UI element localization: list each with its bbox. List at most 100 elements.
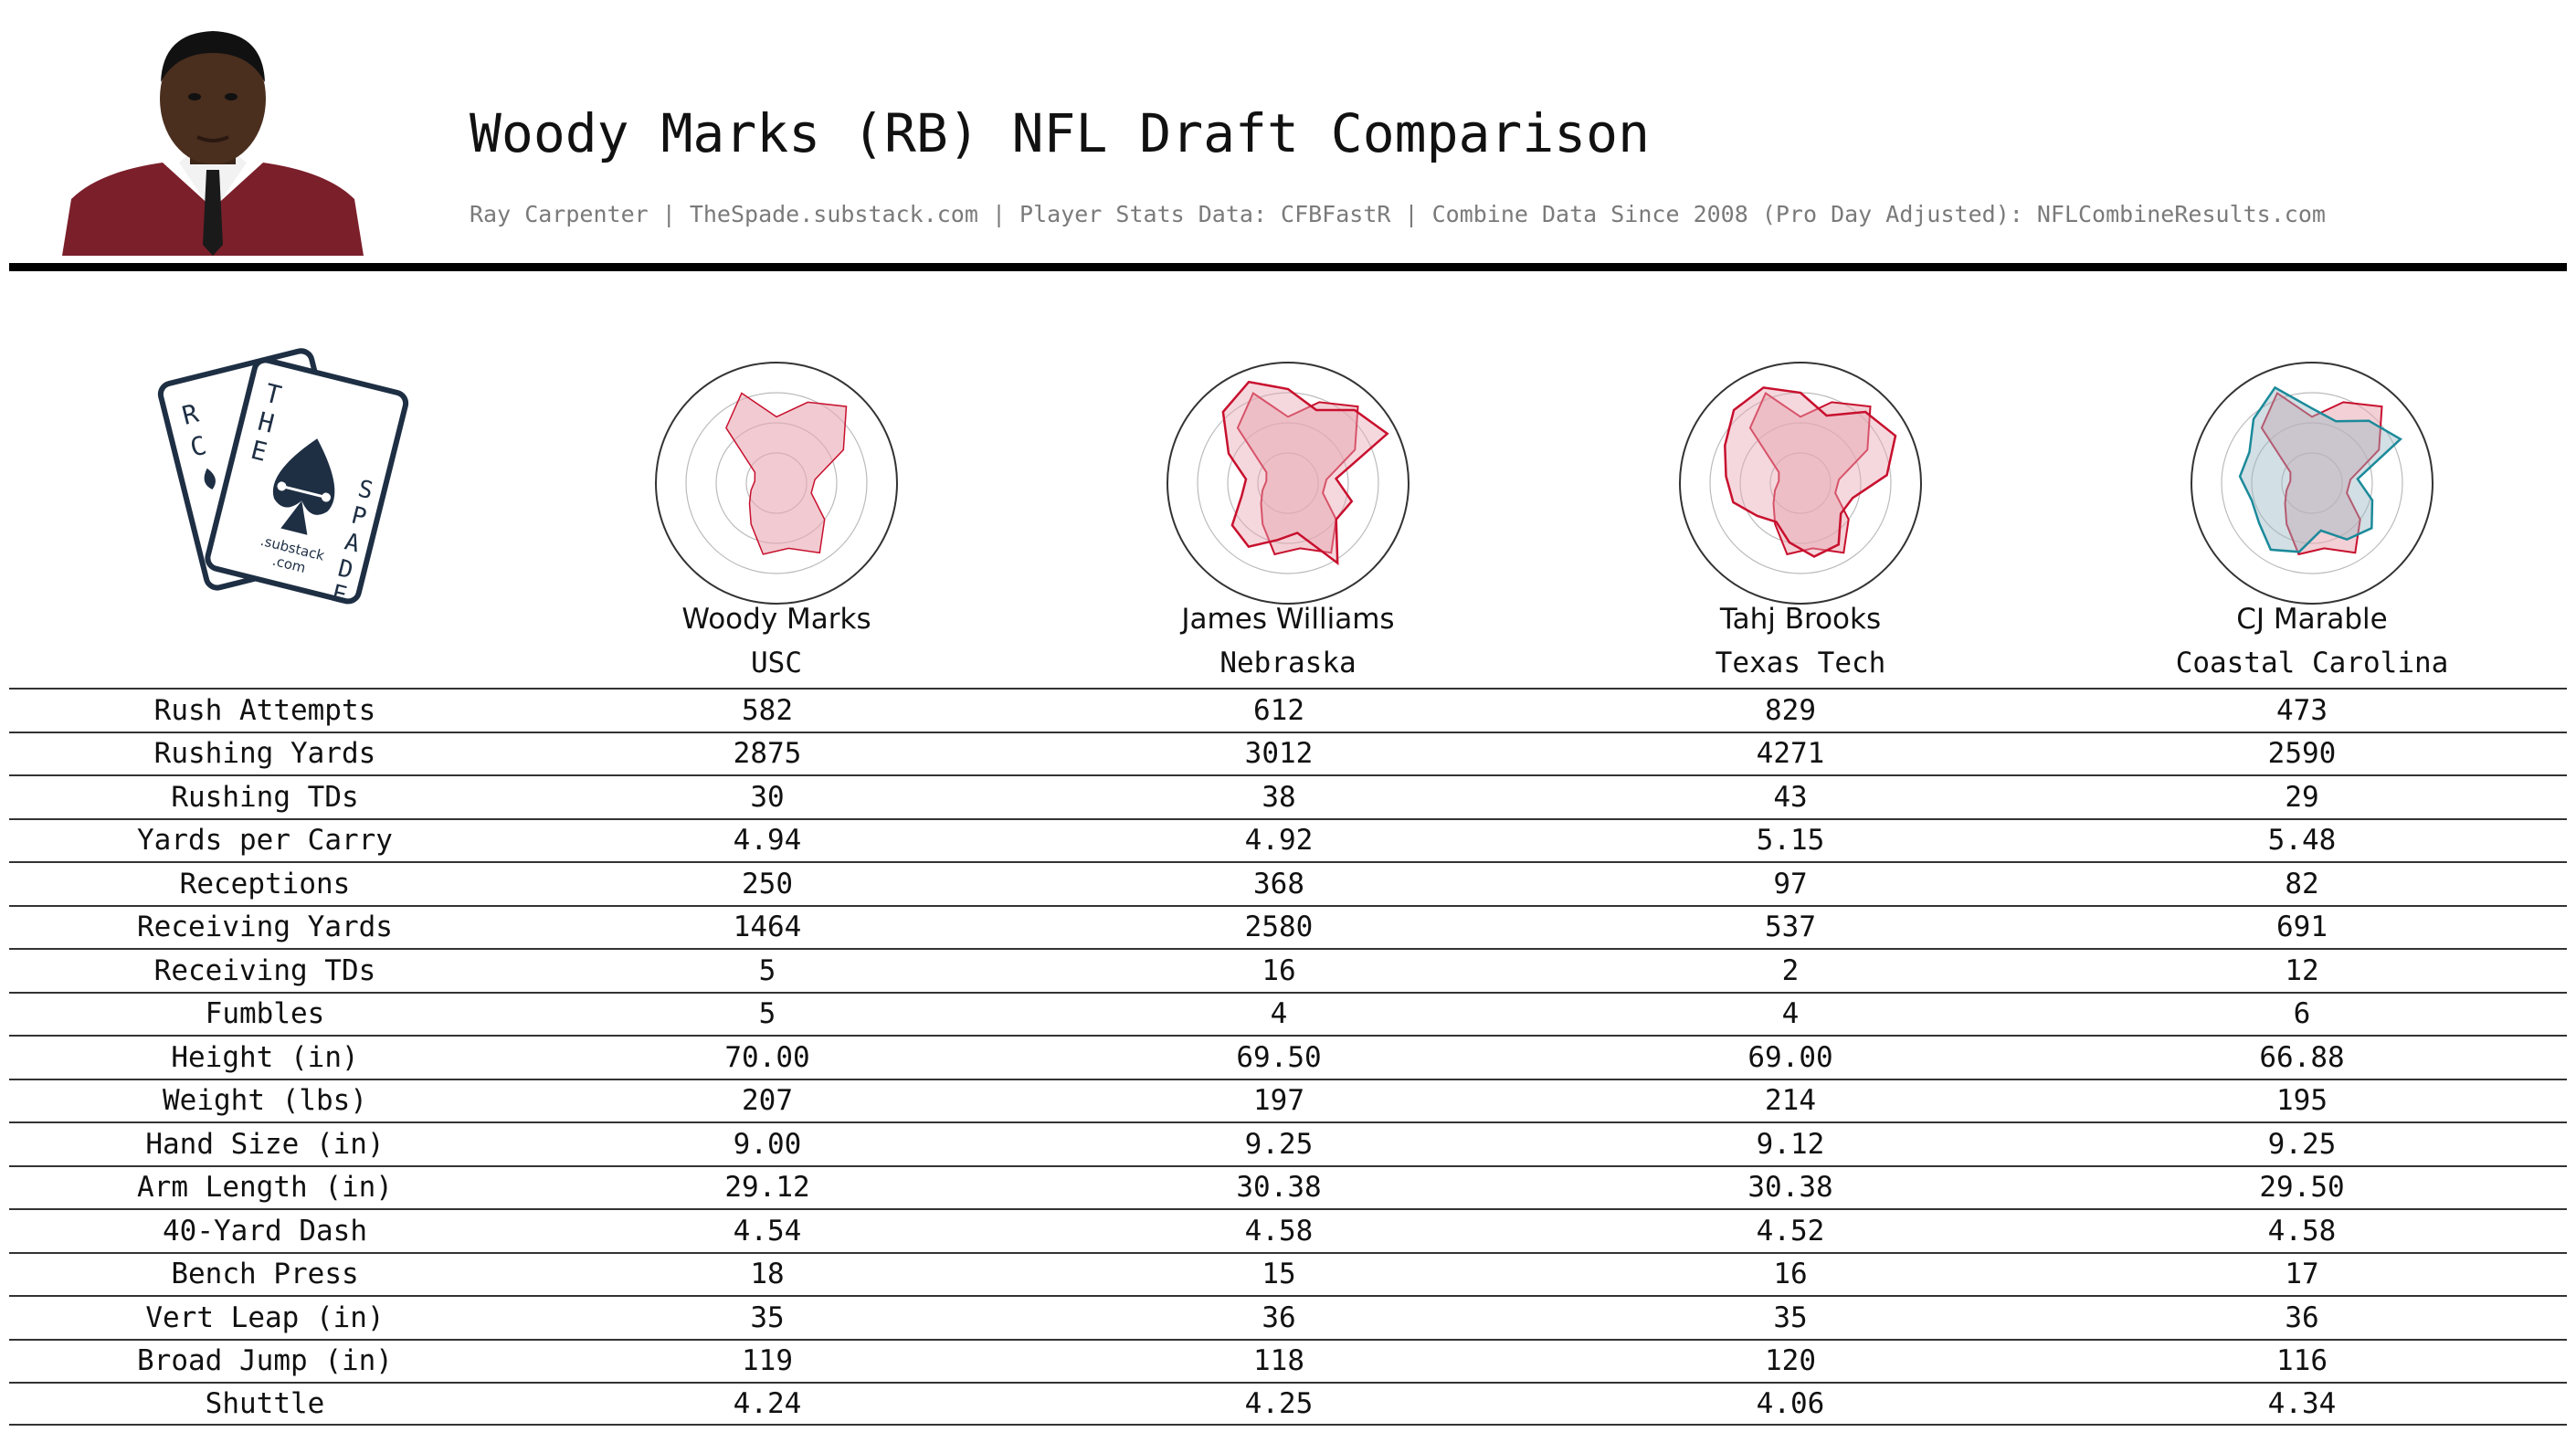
player-school: USC	[751, 647, 802, 679]
table-row: 40-Yard Dash 4.54 4.58 4.52 4.58	[9, 1208, 2567, 1252]
table-cell: 250	[742, 867, 793, 900]
radar-series-comparison	[1221, 380, 1389, 566]
row-label: 40-Yard Dash	[163, 1214, 367, 1248]
table-cell: 69.50	[1236, 1040, 1322, 1074]
table-cell: 3012	[1244, 737, 1314, 771]
table-cell: 82	[2285, 867, 2319, 900]
table-cell: 18	[750, 1258, 785, 1291]
row-label: Broad Jump (in)	[137, 1344, 393, 1378]
player-school: Coastal Carolina	[2175, 647, 2449, 679]
table-cell: 5	[758, 953, 776, 987]
player-name: Tahj Brooks	[1719, 603, 1882, 636]
table-cell: 16	[1262, 953, 1296, 987]
row-label: Shuttle	[205, 1386, 325, 1420]
table-cell: 9.00	[733, 1127, 802, 1161]
table-cell: 29	[2285, 780, 2319, 814]
logo-letter: E	[329, 580, 349, 610]
logo-letter: S	[355, 475, 375, 505]
table-cell: 4.58	[1244, 1214, 1314, 1248]
table-cell: 15	[1262, 1258, 1296, 1291]
table-cell: 2875	[733, 737, 802, 771]
table-cell: 368	[1253, 867, 1304, 900]
table-cell: 30.38	[1236, 1171, 1322, 1205]
page-title: Woody Marks (RB) NFL Draft Comparison	[470, 102, 1651, 164]
table-cell: 537	[1765, 911, 1816, 944]
row-label: Arm Length (in)	[137, 1171, 393, 1205]
table-cell: 36	[2285, 1300, 2319, 1334]
table-cell: 214	[1765, 1084, 1816, 1118]
table-row: Height (in) 70.00 69.50 69.00 66.88	[9, 1035, 2567, 1079]
table-cell: 30.38	[1747, 1171, 1833, 1205]
logo-letter: A	[342, 528, 363, 558]
table-cell: 612	[1253, 693, 1304, 727]
table-cell: 5	[758, 997, 776, 1031]
table-row: Rushing TDs 30 38 43 29	[9, 774, 2567, 818]
table-cell: 4271	[1756, 737, 1825, 771]
table-cell: 29.12	[724, 1171, 810, 1205]
table-row: Arm Length (in) 29.12 30.38 30.38 29.50	[9, 1164, 2567, 1209]
row-label: Rushing Yards	[153, 737, 376, 771]
row-label: Yards per Carry	[137, 824, 393, 858]
row-label: Weight (lbs)	[163, 1084, 367, 1118]
table-cell: 207	[742, 1084, 793, 1118]
table-row: Hand Size (in) 9.00 9.25 9.12 9.25	[9, 1121, 2567, 1165]
row-label: Rush Attempts	[153, 693, 376, 727]
radar-series-woody	[1236, 392, 1359, 556]
radar-chart-woody-marks	[655, 362, 898, 605]
table-cell: 4.52	[1756, 1214, 1825, 1248]
table-cell: 29.50	[2259, 1171, 2345, 1205]
table-cell: 12	[2285, 953, 2319, 987]
table-cell: 16	[1773, 1258, 1808, 1291]
table-row: Receiving Yards 1464 2580 537 691	[9, 904, 2567, 949]
table-cell: 43	[1773, 780, 1808, 814]
table-cell: 197	[1253, 1084, 1304, 1118]
row-label: Vert Leap (in)	[145, 1300, 385, 1334]
table-row: Vert Leap (in) 35 36 35 36	[9, 1295, 2567, 1339]
row-label: Receptions	[179, 867, 351, 900]
table-row: Receiving TDs 5 16 2 12	[9, 948, 2567, 992]
table-cell: 9.25	[2267, 1127, 2337, 1161]
radar-grid-ring	[1197, 392, 1379, 574]
radar-series-comparison	[2238, 385, 2402, 553]
table-cell: 5.48	[2267, 824, 2337, 858]
row-label: Receiving TDs	[153, 953, 376, 987]
stats-table: Rush Attempts 582 612 829 473 Rushing Yards 28…	[9, 688, 2567, 1426]
table-cell: 6	[2293, 997, 2311, 1031]
table-cell: 119	[742, 1344, 793, 1378]
table-row: Broad Jump (in) 119 118 120 116	[9, 1338, 2567, 1383]
table-row: Weight (lbs) 207 197 214 195	[9, 1078, 2567, 1122]
radar-series-woody	[725, 392, 848, 555]
table-row: Yards per Carry 4.94 4.92 5.15 5.48	[9, 817, 2567, 862]
table-cell: 4	[1270, 997, 1288, 1031]
table-cell: 9.25	[1244, 1127, 1314, 1161]
header-divider	[9, 263, 2567, 271]
table-cell: 4	[1781, 997, 1800, 1031]
row-label: Hand Size (in)	[145, 1127, 385, 1161]
table-cell: 17	[2285, 1258, 2319, 1291]
table-row: Receptions 250 368 97 82	[9, 861, 2567, 905]
table-cell: 691	[2276, 911, 2328, 944]
the-spade-logo: R C T H E S P A D E .substack .com	[157, 348, 409, 610]
logo-letter: P	[349, 501, 369, 532]
table-cell: 4.54	[733, 1214, 802, 1248]
row-label: Bench Press	[171, 1258, 359, 1291]
table-row: Rush Attempts 582 612 829 473	[9, 688, 2567, 732]
row-label: Fumbles	[205, 997, 325, 1031]
table-cell: 4.25	[1244, 1386, 1314, 1420]
table-row: Rushing Yards 2875 3012 4271 2590	[9, 731, 2567, 775]
player-school: Texas Tech	[1715, 647, 1886, 679]
table-cell: 118	[1253, 1344, 1304, 1378]
table-cell: 2590	[2267, 737, 2337, 771]
table-cell: 30	[750, 780, 785, 814]
table-cell: 36	[1262, 1300, 1296, 1334]
player-name: Woody Marks	[681, 603, 871, 636]
table-cell: 70.00	[724, 1040, 810, 1074]
table-cell: 4.06	[1756, 1386, 1825, 1420]
table-cell: 120	[1765, 1344, 1816, 1378]
radar-chart-tahj-brooks	[1679, 362, 1922, 605]
table-cell: 2580	[1244, 911, 1314, 944]
player-school: Nebraska	[1219, 647, 1357, 679]
table-cell: 66.88	[2259, 1040, 2345, 1074]
row-label: Height (in)	[171, 1040, 359, 1074]
table-cell: 9.12	[1756, 1127, 1825, 1161]
